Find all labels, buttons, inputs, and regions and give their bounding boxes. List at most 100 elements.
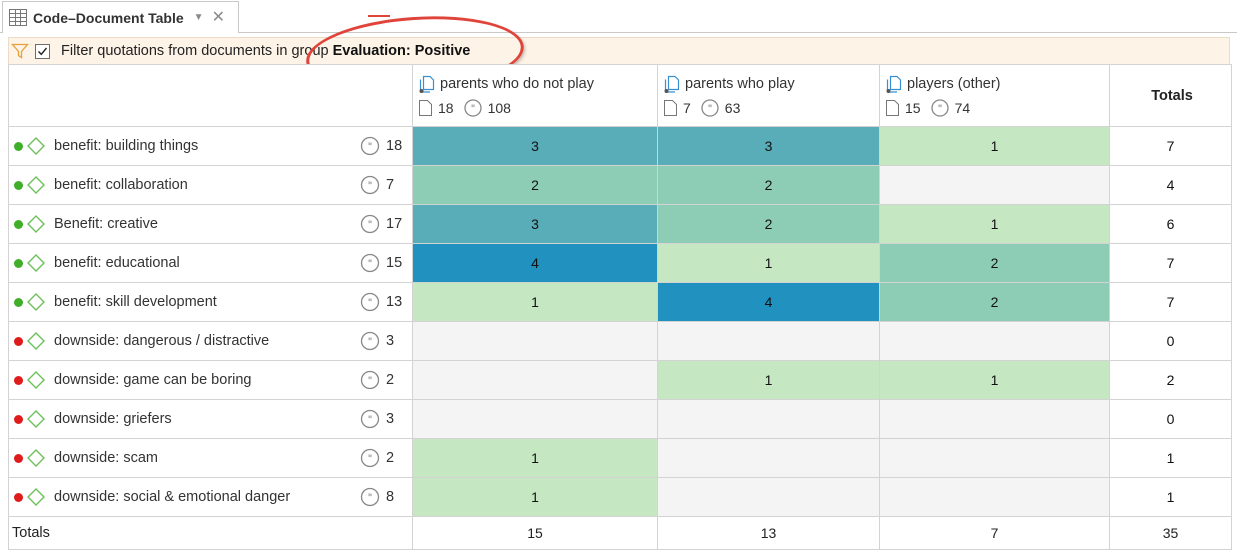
- table-row[interactable]: downside: social & emotional danger " 8 1 1: [8, 477, 1232, 517]
- matrix-cell[interactable]: [879, 477, 1110, 517]
- funnel-icon[interactable]: [11, 42, 29, 60]
- row-total: 7: [1109, 282, 1232, 322]
- table-row[interactable]: downside: scam " 2 1 1: [8, 438, 1232, 478]
- matrix-cell[interactable]: 1: [879, 204, 1110, 244]
- table-row[interactable]: downside: game can be boring " 2 1 1 2: [8, 360, 1232, 400]
- svg-text:": ": [368, 415, 373, 426]
- filter-checkbox[interactable]: [35, 43, 50, 59]
- matrix-cell[interactable]: [879, 165, 1110, 205]
- quotation-icon: ": [360, 253, 380, 273]
- svg-text:": ": [368, 493, 373, 504]
- quotation-icon: ": [463, 99, 482, 117]
- column-quote-count: 63: [724, 100, 741, 116]
- table-row[interactable]: downside: dangerous / distractive " 3 0: [8, 321, 1232, 361]
- filter-group-name[interactable]: Evaluation: Positive: [332, 43, 471, 59]
- accent-underline: [368, 15, 390, 17]
- status-dot: [14, 453, 23, 463]
- code-name: benefit: skill development: [54, 294, 217, 310]
- row-total: 4: [1109, 165, 1232, 205]
- quote-count: 3: [386, 411, 395, 427]
- matrix-cell[interactable]: 3: [412, 204, 658, 244]
- matrix-cell[interactable]: 4: [412, 243, 658, 283]
- code-cell[interactable]: benefit: collaboration " 7: [8, 165, 413, 205]
- code-cell[interactable]: downside: social & emotional danger " 8: [8, 477, 413, 517]
- table-row[interactable]: downside: griefers " 3 0: [8, 399, 1232, 439]
- matrix-cell[interactable]: [657, 438, 880, 478]
- matrix-cell[interactable]: [657, 321, 880, 361]
- code-name: benefit: collaboration: [54, 177, 188, 193]
- matrix-cell[interactable]: 1: [879, 126, 1110, 166]
- row-total: 7: [1109, 126, 1232, 166]
- svg-text:": ": [368, 220, 373, 231]
- code-cell[interactable]: Benefit: creative " 17: [8, 204, 413, 244]
- matrix-cell[interactable]: 1: [412, 282, 658, 322]
- totals-row-value: 35: [1109, 516, 1232, 550]
- table-row[interactable]: Benefit: creative " 17 3 2 1 6: [8, 204, 1232, 244]
- code-cell[interactable]: downside: griefers " 3: [8, 399, 413, 439]
- matrix-cell[interactable]: 2: [879, 282, 1110, 322]
- matrix-cell[interactable]: 2: [657, 204, 880, 244]
- matrix-cell[interactable]: 4: [657, 282, 880, 322]
- table-grid-icon: [9, 9, 27, 26]
- quotation-icon: ": [360, 175, 380, 195]
- corner-cell: [8, 64, 413, 127]
- matrix-cell[interactable]: 2: [879, 243, 1110, 283]
- row-total: 1: [1109, 477, 1232, 517]
- matrix-cell[interactable]: [412, 399, 658, 439]
- code-name: downside: scam: [54, 450, 158, 466]
- matrix-cell[interactable]: [657, 399, 880, 439]
- matrix-cell[interactable]: 2: [657, 165, 880, 205]
- column-header[interactable]: parents who play 7 " 63: [657, 64, 880, 127]
- table-row[interactable]: benefit: building things " 18 3 3 1 7: [8, 126, 1232, 166]
- matrix-cell[interactable]: 1: [412, 438, 658, 478]
- matrix-cell[interactable]: [412, 321, 658, 361]
- code-cell[interactable]: benefit: educational " 15: [8, 243, 413, 283]
- quotation-icon: ": [360, 136, 380, 156]
- row-total: 7: [1109, 243, 1232, 283]
- matrix-cell[interactable]: 3: [412, 126, 658, 166]
- code-name: Benefit: creative: [54, 216, 158, 232]
- code-diamond-icon: [27, 137, 45, 155]
- code-cell[interactable]: benefit: skill development " 13: [8, 282, 413, 322]
- filter-label: Filter quotations from documents in grou…: [61, 43, 329, 59]
- svg-text:": ": [368, 337, 373, 348]
- document-group-icon: [419, 75, 435, 93]
- svg-text:": ": [368, 298, 373, 309]
- svg-text:": ": [368, 259, 373, 270]
- column-header[interactable]: players (other) 15 " 74: [879, 64, 1110, 127]
- matrix-cell[interactable]: 1: [657, 360, 880, 400]
- matrix-cell[interactable]: 1: [412, 477, 658, 517]
- code-quote-count: " 3: [360, 331, 410, 351]
- quotation-icon: ": [930, 99, 949, 117]
- code-diamond-icon: [27, 449, 45, 467]
- quotation-icon: ": [701, 99, 719, 117]
- document-group-icon: [886, 75, 902, 93]
- matrix-cell[interactable]: [412, 360, 658, 400]
- close-icon[interactable]: ✕: [211, 8, 225, 26]
- matrix-cell[interactable]: [657, 477, 880, 517]
- svg-text:": ": [368, 376, 373, 387]
- matrix-cell[interactable]: [879, 438, 1110, 478]
- matrix-cell[interactable]: 3: [657, 126, 880, 166]
- status-dot: [14, 414, 23, 424]
- code-cell[interactable]: benefit: building things " 18: [8, 126, 413, 166]
- table-row[interactable]: benefit: collaboration " 7 2 2 4: [8, 165, 1232, 205]
- code-cell[interactable]: downside: game can be boring " 2: [8, 360, 413, 400]
- code-name: benefit: building things: [54, 138, 199, 154]
- table-row[interactable]: benefit: skill development " 13 1 4 2 7: [8, 282, 1232, 322]
- tab-menu-chevron-icon[interactable]: ▼: [193, 12, 204, 23]
- code-cell[interactable]: downside: dangerous / distractive " 3: [8, 321, 413, 361]
- table-row[interactable]: benefit: educational " 15 4 1 2 7: [8, 243, 1232, 283]
- quotation-icon: ": [360, 487, 380, 507]
- matrix-cell[interactable]: [879, 399, 1110, 439]
- status-dot: [14, 258, 23, 268]
- code-cell[interactable]: downside: scam " 2: [8, 438, 413, 478]
- matrix-cell[interactable]: [879, 321, 1110, 361]
- column-header[interactable]: parents who do not play 18 " 108: [412, 64, 658, 127]
- code-quote-count: " 18: [360, 136, 410, 156]
- code-diamond-icon: [27, 371, 45, 389]
- matrix-cell[interactable]: 1: [657, 243, 880, 283]
- matrix-cell[interactable]: 2: [412, 165, 658, 205]
- tab-code-document-table[interactable]: Code–Document Table ▼ ✕: [2, 1, 239, 33]
- matrix-cell[interactable]: 1: [879, 360, 1110, 400]
